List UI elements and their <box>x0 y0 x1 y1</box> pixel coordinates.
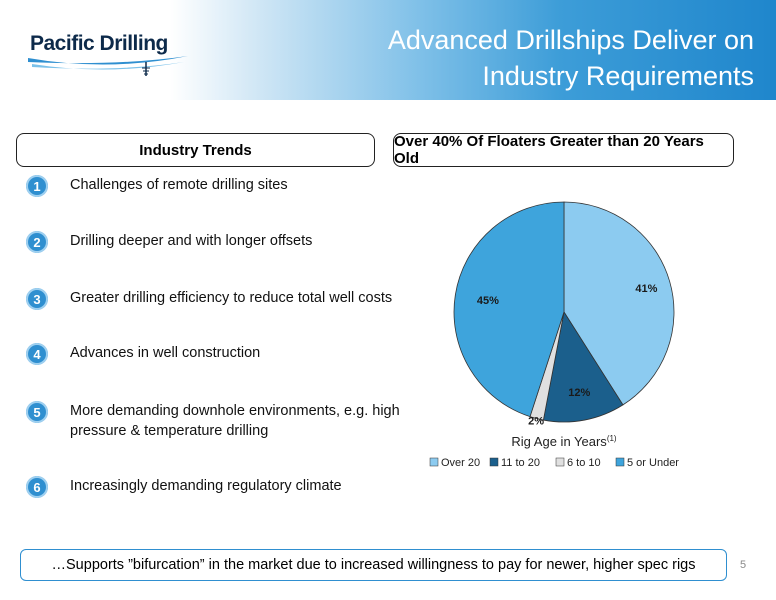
pie-slice-5-or-under <box>453 201 565 418</box>
trend-text: Increasingly demanding regulatory climat… <box>70 478 342 494</box>
chart-heading: Over 40% Of Floaters Greater than 20 Yea… <box>393 133 734 167</box>
slide-title: Advanced Drillships Deliver on Industry … <box>388 22 754 94</box>
trend-text: Advances in well construction <box>70 345 261 361</box>
footer-callout: …Supports ”bifurcation” in the market du… <box>20 549 727 581</box>
company-logo: Pacific Drilling <box>18 22 198 82</box>
slide-title-line2: Industry Requirements <box>482 61 754 91</box>
legend-swatch <box>615 457 625 467</box>
legend-label: 6 to 10 <box>567 457 601 469</box>
legend-swatch <box>489 457 499 467</box>
trend-text: More demanding downhole environments, e.… <box>70 403 400 439</box>
pie-data-label: 2% <box>528 416 544 428</box>
pie-data-label: 41% <box>635 283 657 295</box>
pie-slice-over-20 <box>563 201 675 406</box>
rig-age-pie-chart: 41% 12% 2% 45% Rig Age in Years(1) Over 20 11 … <box>429 201 679 469</box>
legend-swatch <box>429 457 439 467</box>
trend-text: Greater drilling efficiency to reduce to… <box>70 290 393 306</box>
legend-swatch <box>555 457 565 467</box>
chart-axis-title: Rig Age in Years(1) <box>511 434 617 449</box>
trend-item: 4 Advances in well construction <box>26 343 400 365</box>
trend-item: 3 Greater drilling efficiency to reduce … <box>26 288 400 310</box>
logo-wave-icon <box>28 56 188 76</box>
trend-item: 5 More demanding downhole environments, … <box>26 401 400 441</box>
trend-item: 1 Challenges of remote drilling sites <box>26 175 400 197</box>
industry-trends-heading: Industry Trends <box>16 133 375 167</box>
trend-number-badge: 4 <box>26 343 48 365</box>
trend-item: 6 Increasingly demanding regulatory clim… <box>26 476 400 498</box>
trend-number-badge: 6 <box>26 476 48 498</box>
trend-number-badge: 3 <box>26 288 48 310</box>
trend-text: Drilling deeper and with longer offsets <box>70 233 313 249</box>
trend-number-badge: 1 <box>26 175 48 197</box>
page-number: 5 <box>740 559 747 571</box>
trend-text: Challenges of remote drilling sites <box>70 177 288 193</box>
trend-number-badge: 2 <box>26 231 48 253</box>
legend-label: 5 or Under <box>627 457 679 469</box>
footnote-marker: (1) <box>607 434 617 443</box>
legend-label: Over 20 <box>441 457 480 469</box>
legend-label: 11 to 20 <box>501 457 540 469</box>
logo-text: Pacific Drilling <box>30 32 168 55</box>
pie-data-label: 12% <box>568 387 590 399</box>
trend-item: 2 Drilling deeper and with longer offset… <box>26 231 400 253</box>
header-band <box>0 0 776 100</box>
pie-data-label: 45% <box>477 295 499 307</box>
pie-slice-11-to-20 <box>542 310 624 423</box>
slide-title-line1: Advanced Drillships Deliver on <box>387 25 754 55</box>
trend-number-badge: 5 <box>26 401 48 423</box>
